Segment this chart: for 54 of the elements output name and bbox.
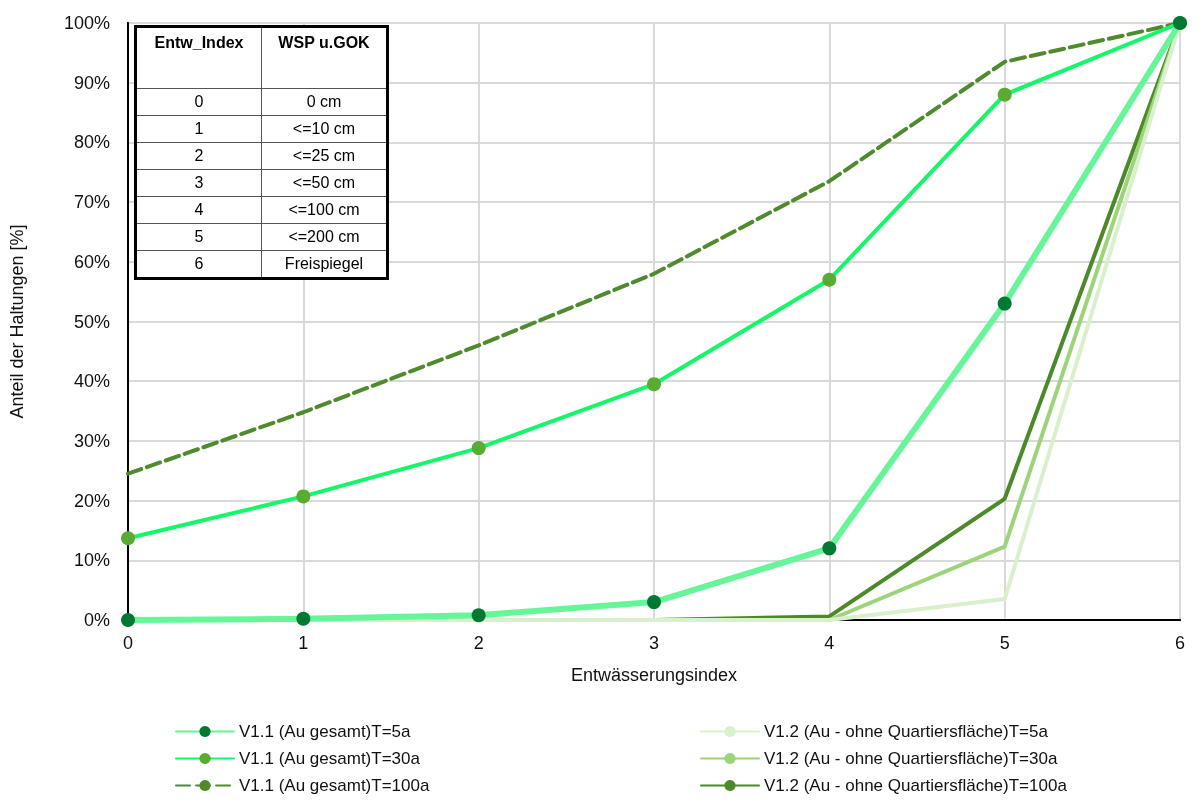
point [997, 296, 1012, 311]
legend-label: V1.2 (Au - ohne Quartiersfläche)T=30a [764, 749, 1058, 768]
annotation: 0 cm [261, 88, 388, 116]
annotation: WSP u.GOK [261, 26, 388, 89]
annotation: 5 [135, 223, 262, 251]
annotation: 0 [135, 88, 262, 116]
y-tick-label: 100% [63, 13, 110, 33]
y-tick-label: 90% [73, 72, 110, 93]
annotation: 3 [135, 169, 262, 197]
point [296, 489, 311, 504]
point [471, 608, 486, 623]
legend-label: V1.1 (Au gesamt)T=30a [239, 749, 421, 768]
point [121, 613, 135, 627]
annotation: <=10 cm [261, 115, 388, 143]
x-tick-label: 1 [298, 633, 309, 653]
annotation: 6 [135, 250, 262, 279]
point [997, 87, 1012, 102]
annotation: <=200 cm [261, 223, 388, 251]
y-tick-label: 80% [73, 132, 110, 153]
annotation: 4 [135, 196, 262, 224]
point [647, 377, 661, 392]
y-tick-label: 10% [73, 550, 110, 571]
annotation: <=25 cm [261, 142, 388, 170]
point [822, 541, 837, 556]
legend-label: V1.2 (Au - ohne Quartiersfläche)T=5a [764, 722, 1049, 741]
x-tick-label: 6 [1174, 633, 1186, 653]
annotation: Entw_Index [135, 26, 262, 89]
x-tick-label: 3 [648, 633, 660, 653]
x-axis-title: Entwässerungsindex [570, 665, 738, 685]
annotation: <=50 cm [261, 169, 388, 197]
point [471, 441, 486, 456]
annotation: <=100 cm [261, 196, 388, 224]
point [647, 595, 661, 610]
y-tick-label: 50% [73, 311, 110, 332]
y-tick-label: 20% [73, 490, 110, 511]
y-tick-label: 40% [73, 371, 110, 392]
y-tick-label: 30% [73, 430, 110, 451]
annotation: 2 [135, 142, 262, 170]
y-tick-label: 60% [73, 251, 110, 272]
x-tick-label: 5 [999, 633, 1010, 653]
x-tick-label: 4 [824, 633, 835, 653]
legend-label: V1.1 (Au gesamt)T=5a [239, 722, 412, 741]
y-tick-label: 0% [83, 610, 110, 630]
legend-label: V1.2 (Au - ohne Quartiersfläche)T=100a [764, 776, 1068, 795]
x-tick-label: 0 [122, 633, 134, 653]
point [121, 531, 135, 546]
y-axis-title: Anteil der Haltungen [%] [7, 224, 27, 419]
x-tick-label: 2 [473, 633, 484, 653]
y-tick-label: 70% [73, 192, 110, 213]
annotation: Freispiegel [261, 250, 388, 279]
point [296, 611, 311, 626]
legend-label: V1.1 (Au gesamt)T=100a [239, 776, 430, 795]
annotation: 1 [135, 115, 262, 143]
point [822, 272, 837, 287]
